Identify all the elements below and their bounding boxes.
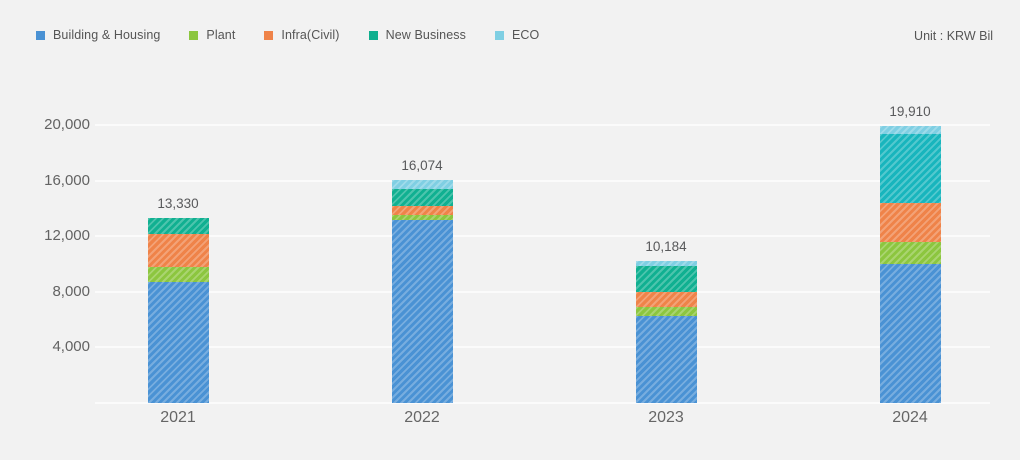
bar-segment-plant-2021[interactable]	[147, 267, 209, 282]
bar-segment-infra-civil-2023[interactable]	[635, 292, 697, 308]
bar-segment-new-business-2022[interactable]	[391, 188, 453, 207]
bar-segment-building-housing-2022[interactable]	[391, 220, 453, 403]
gridline-4000	[95, 346, 990, 349]
bar-segment-infra-civil-2024[interactable]	[879, 202, 941, 242]
bar-total-label-2023: 10,184	[645, 239, 687, 255]
bar-segment-plant-2023[interactable]	[635, 307, 697, 316]
bar-total-label-2024: 19,910	[889, 104, 931, 120]
bar-segment-new-business-2024[interactable]	[879, 134, 941, 203]
y-axis-tick-label-4000: 4,000	[52, 338, 90, 356]
legend-swatch-plant	[189, 30, 199, 40]
y-axis-tick-label-12000: 12,000	[44, 227, 90, 245]
unit-label: Unit : KRW Bil	[914, 29, 993, 43]
gridline-20000	[95, 124, 990, 126]
x-axis-baseline	[95, 402, 990, 404]
bar-segment-building-housing-2023[interactable]	[635, 315, 697, 403]
bar-segment-building-housing-2021[interactable]	[147, 281, 209, 403]
bar-segment-building-housing-2024[interactable]	[879, 263, 941, 403]
gridline-12000	[95, 235, 990, 238]
x-axis-label-2022: 2022	[404, 409, 440, 426]
legend-label: Plant	[206, 28, 236, 42]
legend-item-eco[interactable]: ECO	[494, 28, 540, 42]
x-axis-label-2024: 2024	[892, 409, 928, 426]
legend-swatch-new-business	[368, 30, 378, 40]
y-axis-tick-label-16000: 16,000	[44, 171, 90, 189]
bar-2023	[635, 0, 697, 403]
chart-legend: Building & Housing Plant Infra(Civil) New B…	[36, 28, 539, 42]
bar-segment-new-business-2021[interactable]	[147, 217, 209, 234]
bar-segment-plant-2022[interactable]	[391, 215, 453, 221]
bar-2021	[147, 0, 209, 403]
legend-label: Infra(Civil)	[281, 28, 340, 42]
bar-total-label-2022: 16,074	[401, 157, 443, 173]
bar-segment-eco-2022[interactable]	[391, 179, 453, 189]
gridline-16000	[95, 179, 990, 182]
bar-segment-eco-2023[interactable]	[635, 261, 697, 267]
legend-item-infra-civil[interactable]: Infra(Civil)	[264, 28, 339, 42]
legend-swatch-building-housing	[36, 30, 45, 40]
bar-2024	[879, 0, 941, 403]
x-axis-label-2021: 2021	[160, 409, 196, 426]
legend-label: ECO	[511, 28, 540, 42]
legend-label: New Business	[385, 28, 466, 42]
bar-segment-infra-civil-2021[interactable]	[147, 233, 209, 268]
x-axis-label-2023: 2023	[648, 409, 684, 426]
y-axis-tick-label-20000: 20,000	[44, 116, 90, 133]
bar-2022	[391, 0, 453, 403]
legend-item-building-housing[interactable]: Building & Housing	[36, 28, 160, 42]
y-axis-tick-label-8000: 8,000	[52, 282, 90, 300]
bar-segment-infra-civil-2022[interactable]	[391, 206, 453, 216]
legend-item-new-business[interactable]: New Business	[368, 28, 466, 42]
bar-segment-plant-2024[interactable]	[879, 241, 941, 264]
legend-swatch-eco	[494, 30, 504, 40]
legend-label: Building & Housing	[53, 28, 161, 42]
bar-total-label-2021: 13,330	[157, 195, 199, 211]
bar-segment-new-business-2023[interactable]	[635, 266, 697, 293]
legend-swatch-infra-civil	[264, 30, 274, 40]
legend-item-plant[interactable]: Plant	[189, 28, 235, 42]
bar-segment-eco-2024[interactable]	[879, 126, 941, 135]
gridline-8000	[95, 290, 990, 293]
